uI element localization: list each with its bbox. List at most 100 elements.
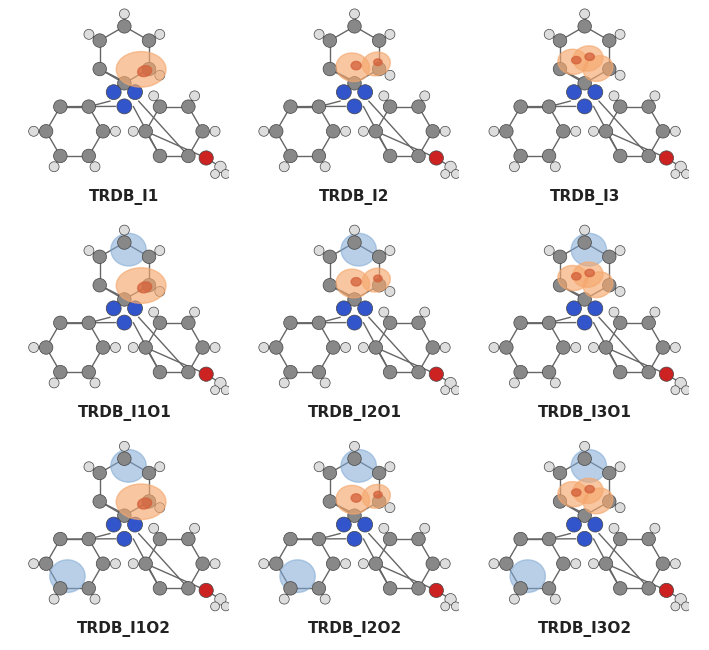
Circle shape: [580, 9, 590, 19]
Circle shape: [312, 532, 325, 546]
Ellipse shape: [116, 268, 166, 304]
Circle shape: [118, 236, 131, 250]
Circle shape: [119, 9, 129, 19]
Circle shape: [39, 341, 53, 354]
Circle shape: [379, 91, 389, 101]
Circle shape: [119, 441, 129, 451]
Circle shape: [128, 517, 143, 532]
Ellipse shape: [585, 486, 594, 493]
Circle shape: [588, 126, 598, 136]
Circle shape: [384, 100, 397, 113]
Circle shape: [269, 125, 283, 138]
Circle shape: [347, 99, 362, 114]
Circle shape: [54, 100, 67, 113]
Circle shape: [196, 557, 209, 571]
Circle shape: [566, 301, 581, 316]
Circle shape: [599, 557, 613, 571]
Circle shape: [514, 150, 527, 162]
Circle shape: [259, 343, 269, 352]
Circle shape: [153, 316, 167, 330]
Circle shape: [452, 385, 460, 395]
Circle shape: [650, 523, 660, 533]
Circle shape: [659, 583, 674, 597]
Circle shape: [613, 100, 627, 113]
Circle shape: [372, 62, 386, 76]
Circle shape: [603, 278, 616, 292]
Circle shape: [372, 278, 386, 292]
Circle shape: [426, 125, 440, 138]
Circle shape: [384, 150, 397, 162]
Circle shape: [143, 62, 156, 76]
Text: TRDB_I1O2: TRDB_I1O2: [77, 621, 172, 638]
Circle shape: [553, 34, 566, 47]
Circle shape: [119, 225, 129, 235]
Circle shape: [312, 365, 325, 379]
Circle shape: [615, 287, 625, 296]
Circle shape: [489, 343, 499, 352]
Circle shape: [312, 100, 325, 113]
Text: TRDB_I1O1: TRDB_I1O1: [77, 405, 172, 421]
Circle shape: [580, 441, 590, 451]
Circle shape: [372, 250, 386, 263]
Circle shape: [578, 20, 591, 33]
Circle shape: [347, 20, 362, 33]
Circle shape: [210, 126, 220, 136]
Circle shape: [111, 126, 121, 136]
Circle shape: [615, 462, 625, 472]
Circle shape: [336, 517, 351, 532]
Circle shape: [149, 91, 159, 101]
Circle shape: [211, 170, 220, 179]
Circle shape: [221, 385, 230, 395]
Circle shape: [117, 315, 132, 330]
Circle shape: [139, 125, 152, 138]
Circle shape: [28, 126, 38, 136]
Circle shape: [509, 162, 520, 172]
Circle shape: [54, 316, 67, 330]
Circle shape: [106, 301, 121, 316]
Circle shape: [153, 532, 167, 546]
Circle shape: [336, 84, 351, 99]
Circle shape: [84, 29, 94, 40]
Circle shape: [372, 495, 386, 508]
Circle shape: [269, 341, 283, 354]
Ellipse shape: [336, 486, 369, 514]
Circle shape: [542, 532, 556, 546]
Circle shape: [54, 150, 67, 162]
Circle shape: [656, 557, 670, 571]
Circle shape: [603, 34, 616, 47]
Circle shape: [143, 495, 156, 508]
Circle shape: [93, 62, 106, 76]
Circle shape: [426, 341, 440, 354]
Circle shape: [153, 150, 167, 162]
Ellipse shape: [351, 61, 361, 70]
Ellipse shape: [584, 488, 613, 514]
Circle shape: [542, 150, 556, 162]
Circle shape: [603, 495, 616, 508]
Circle shape: [553, 278, 566, 292]
Circle shape: [358, 84, 373, 99]
Circle shape: [500, 341, 513, 354]
Circle shape: [671, 126, 681, 136]
Circle shape: [153, 365, 167, 379]
Circle shape: [514, 100, 527, 113]
Circle shape: [82, 316, 96, 330]
Circle shape: [550, 378, 560, 388]
Circle shape: [269, 557, 283, 571]
Circle shape: [384, 532, 397, 546]
Circle shape: [385, 287, 395, 296]
Circle shape: [509, 594, 520, 604]
Circle shape: [350, 9, 359, 19]
Circle shape: [642, 365, 655, 379]
Circle shape: [314, 462, 324, 472]
Circle shape: [199, 367, 213, 382]
Circle shape: [577, 315, 592, 330]
Circle shape: [128, 301, 143, 316]
Circle shape: [675, 593, 686, 605]
Circle shape: [440, 126, 450, 136]
Circle shape: [609, 91, 619, 101]
Circle shape: [90, 162, 100, 172]
Circle shape: [542, 100, 556, 113]
Circle shape: [588, 84, 603, 99]
Circle shape: [671, 385, 680, 395]
Ellipse shape: [50, 560, 85, 592]
